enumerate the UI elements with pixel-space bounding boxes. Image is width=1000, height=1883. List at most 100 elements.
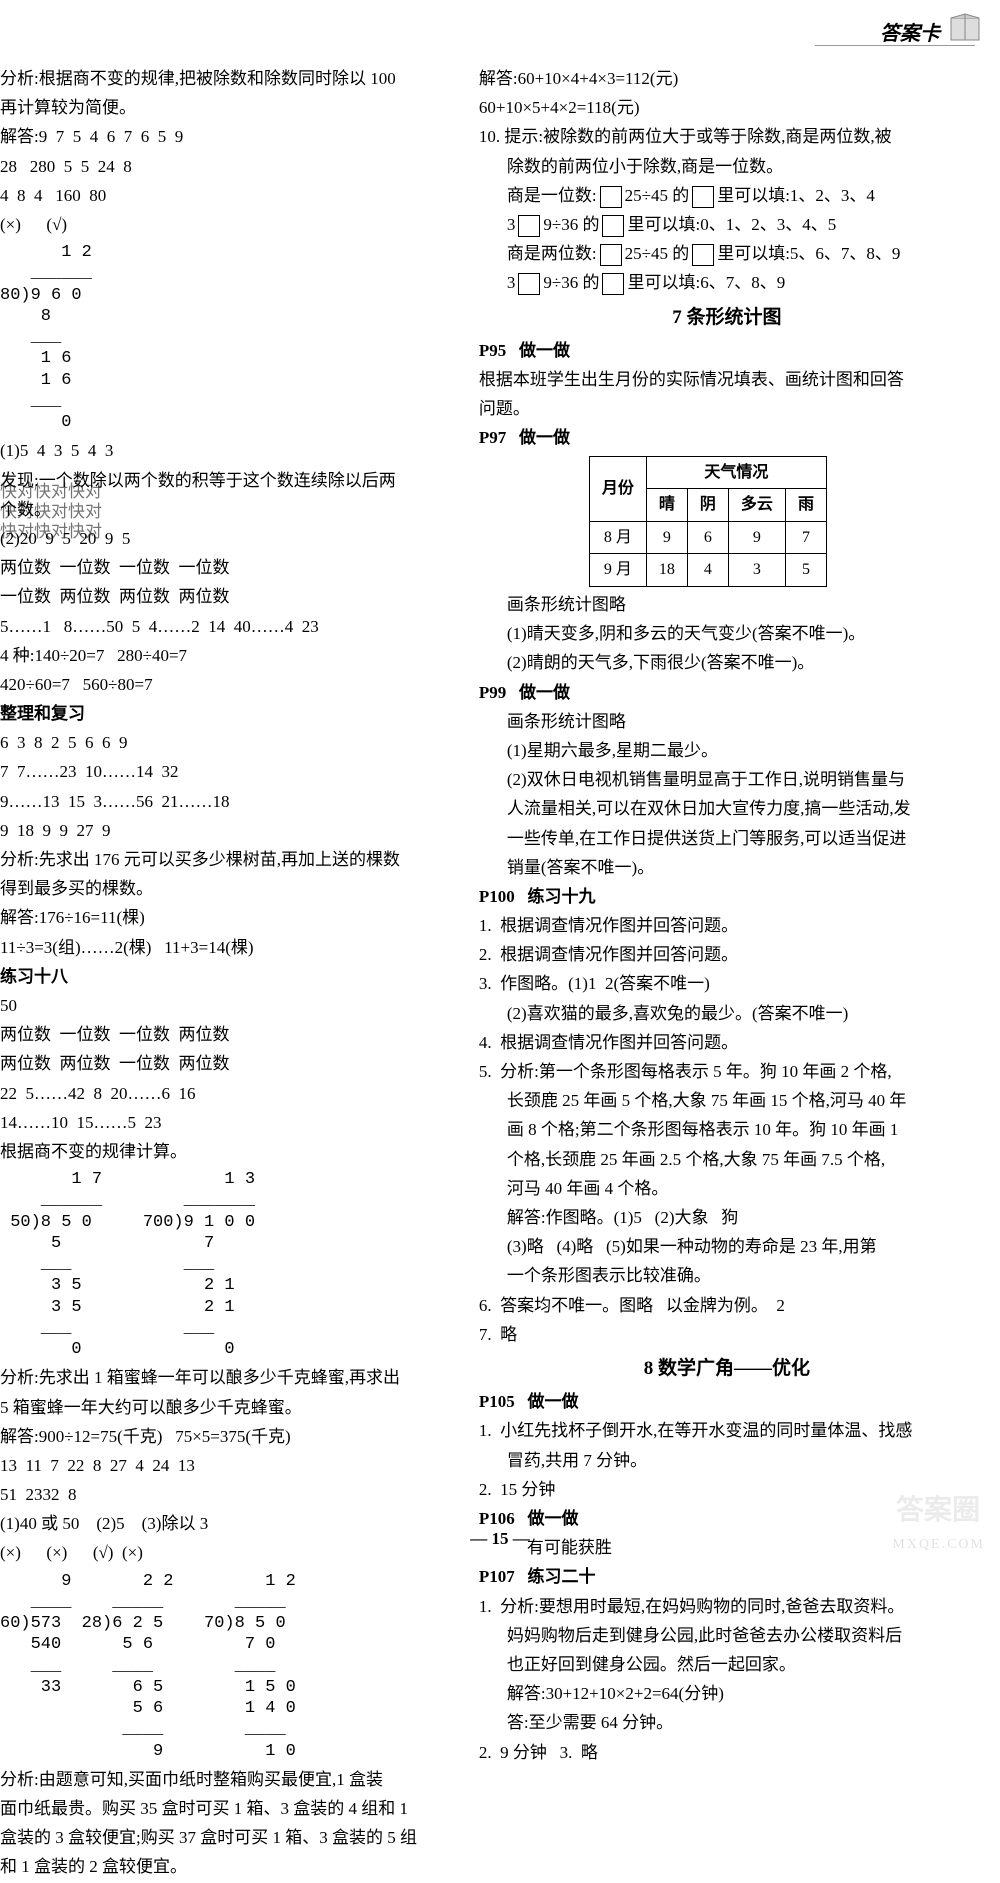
fill-blank-row: 商是一位数: 25÷45 的 里可以填:1、2、3、4 — [479, 182, 975, 209]
col-header: 雨 — [785, 489, 826, 522]
table-row: 月份 天气情况 — [589, 456, 826, 489]
text: 根据调查情况作图并回答问题。 — [500, 945, 738, 964]
item-num: 6. — [479, 1296, 492, 1315]
col-header: 多云 — [728, 489, 785, 522]
page-ref: P100 练习十九 — [479, 883, 975, 910]
cell: 8 月 — [589, 521, 646, 554]
list-item: 7. 略 — [479, 1321, 975, 1348]
header-underline — [815, 45, 975, 46]
text: 51 2332 8 — [0, 1481, 449, 1508]
text: 9÷36 的 — [543, 215, 599, 234]
text: 420÷60=7 560÷80=7 — [0, 671, 449, 698]
text: 河马 40 年画 4 个格。 — [479, 1175, 975, 1202]
text: 11÷3=3(组)……2(棵) 11+3=14(棵) — [0, 934, 449, 961]
text: 作图略。(1)1 2(答案不唯一) — [500, 974, 710, 993]
list-item: 10. 提示:被除数的前两位大于或等于除数,商是两位数,被 — [479, 123, 975, 150]
text: 盒装的 3 盒较便宜;购买 37 盒时可买 1 箱、3 盒装的 5 组 — [0, 1824, 449, 1851]
section-heading: 整理和复习 — [0, 700, 449, 727]
cell: 9 — [728, 521, 785, 554]
text: (×) (√) — [0, 211, 449, 238]
page-ref: P105 做一做 — [479, 1388, 975, 1415]
text: 长颈鹿 25 年画 5 个格,大象 75 年画 15 个格,河马 40 年 — [479, 1087, 975, 1114]
weather-table: 月份 天气情况 晴 阴 多云 雨 8 月 9 6 9 7 9 月 18 4 3 … — [589, 456, 827, 587]
label: 整理和复习 — [0, 704, 85, 723]
text: 7 7……23 10……14 32 — [0, 758, 449, 785]
cell: 18 — [646, 554, 687, 587]
text: 里可以填:6、7、8、9 — [627, 273, 785, 292]
text: 里可以填:0、1、2、3、4、5 — [627, 215, 836, 234]
text: 9 分钟 3. 略 — [500, 1743, 598, 1762]
right-column: 解答:60+10×4+4×3=112(元) 60+10×5+4×2=118(元)… — [479, 65, 975, 1883]
list-item: 1. 根据调查情况作图并回答问题。 — [479, 912, 975, 939]
text: 个格,长颈鹿 25 年画 2.5 个格,大象 75 年画 7.5 个格, — [479, 1146, 975, 1173]
text: 画条形统计图略 — [479, 708, 975, 735]
watermark-logo: 答案圈 — [896, 1489, 980, 1534]
blank-box — [518, 215, 540, 237]
list-item: 3. 作图略。(1)1 2(答案不唯一) — [479, 970, 975, 997]
text: 一个条形图表示比较准确。 — [479, 1262, 975, 1289]
text: 分析:根据商不变的规律,把被除数和除数同时除以 100 — [0, 65, 449, 92]
blank-box — [600, 244, 622, 266]
overlay-artifact: 快对快对快对 — [0, 518, 102, 545]
text: 面巾纸最贵。购买 35 盒时可买 1 箱、3 盒装的 4 组和 1 — [0, 1795, 449, 1822]
text: 商是一位数: — [507, 186, 597, 205]
text: 两位数 两位数 一位数 两位数 — [0, 1050, 449, 1077]
header-group: 天气情况 — [646, 456, 826, 489]
list-item: 1. 小红先找杯子倒开水,在等开水变温的同时量体温、找感 — [479, 1417, 975, 1444]
item-num: 7. — [479, 1325, 492, 1344]
two-column-layout: 分析:根据商不变的规律,把被除数和除数同时除以 100 再计算较为简便。 解答:… — [0, 65, 975, 1883]
cell: 9 月 — [589, 554, 646, 587]
text: 分析:先求出 1 箱蜜蜂一年可以酿多少千克蜂蜜,再求出 — [0, 1364, 449, 1391]
text: 60+10×5+4×2=118(元) — [479, 94, 975, 121]
text: 分析:先求出 176 元可以买多少棵树苗,再加上送的棵数 — [0, 846, 449, 873]
text: 4 种:140÷20=7 280÷40=7 — [0, 642, 449, 669]
text: 分析:由题意可知,买面巾纸时整箱购买最便宜,1 盒装 — [0, 1766, 449, 1793]
text: 25÷45 的 — [625, 244, 690, 263]
text: 25÷45 的 — [625, 186, 690, 205]
text: (3)略 (4)略 (5)如果一种动物的寿命是 23 年,用第 — [479, 1233, 975, 1260]
item-num: 5. — [479, 1062, 492, 1081]
text: 一些传单,在工作日提供送货上门等服务,可以适当促进 — [479, 825, 975, 852]
list-item: 1. 分析:要想用时最短,在妈妈购物的同时,爸爸去取资料。 — [479, 1593, 975, 1620]
list-item: 2. 根据调查情况作图并回答问题。 — [479, 941, 975, 968]
label: 练习十八 — [0, 967, 68, 986]
text: 9 18 9 9 27 9 — [0, 817, 449, 844]
text: 提示:被除数的前两位大于或等于除数,商是两位数,被 — [504, 127, 891, 146]
cell: 6 — [687, 521, 728, 554]
text: 根据商不变的规律计算。 — [0, 1138, 449, 1165]
cell: 3 — [728, 554, 785, 587]
text: 4 8 4 160 80 — [0, 182, 449, 209]
text: 里可以填:1、2、3、4 — [717, 186, 875, 205]
text: 50 — [0, 992, 449, 1019]
blank-box — [602, 273, 624, 295]
text: 解答:900÷12=75(千克) 75×5=375(千克) — [0, 1423, 449, 1450]
list-item: 2. 9 分钟 3. 略 — [479, 1739, 975, 1766]
text: (1)5 4 3 5 4 3 — [0, 437, 449, 464]
text: 画条形统计图略 — [479, 591, 975, 618]
text: 解答:作图略。(1)5 (2)大象 狗 — [479, 1204, 975, 1231]
cell: 7 — [785, 521, 826, 554]
text: 小红先找杯子倒开水,在等开水变温的同时量体温、找感 — [500, 1421, 912, 1440]
text: (2)晴朗的天气多,下雨很少(答案不唯一)。 — [479, 649, 975, 676]
text: 根据调查情况作图并回答问题。 — [500, 916, 738, 935]
col-header: 晴 — [646, 489, 687, 522]
text: 略 — [500, 1325, 517, 1344]
item-num: 1. — [479, 1597, 492, 1616]
text: 根据本班学生出生月份的实际情况填表、画统计图和回答 — [479, 366, 975, 393]
list-item: 6. 答案均不唯一。图略 以金牌为例。 2 — [479, 1292, 975, 1319]
page-ref: P97 做一做 — [479, 424, 975, 451]
text: 分析:要想用时最短,在妈妈购物的同时,爸爸去取资料。 — [500, 1597, 904, 1616]
text: (2)双休日电视机销售量明显高于工作日,说明销售量与 — [479, 766, 975, 793]
text: 答:至少需要 64 分钟。 — [479, 1709, 975, 1736]
item-num: 1. — [479, 916, 492, 935]
item-num: 1. — [479, 1421, 492, 1440]
text: 根据调查情况作图并回答问题。 — [500, 1033, 738, 1052]
fill-blank-row: 39÷36 的里可以填:6、7、8、9 — [479, 269, 975, 296]
item-num: 2. — [479, 1743, 492, 1762]
item-num: 2. — [479, 945, 492, 964]
page-number: — 15 — — [0, 1525, 1000, 1552]
text: 解答:9 7 5 4 6 7 6 5 9 — [0, 123, 449, 150]
text: 5 箱蜜蜂一年大约可以酿多少千克蜂蜜。 — [0, 1394, 449, 1421]
text: 9……13 15 3……56 21……18 — [0, 788, 449, 815]
text: (1)晴天变多,阴和多云的天气变少(答案不唯一)。 — [479, 620, 975, 647]
